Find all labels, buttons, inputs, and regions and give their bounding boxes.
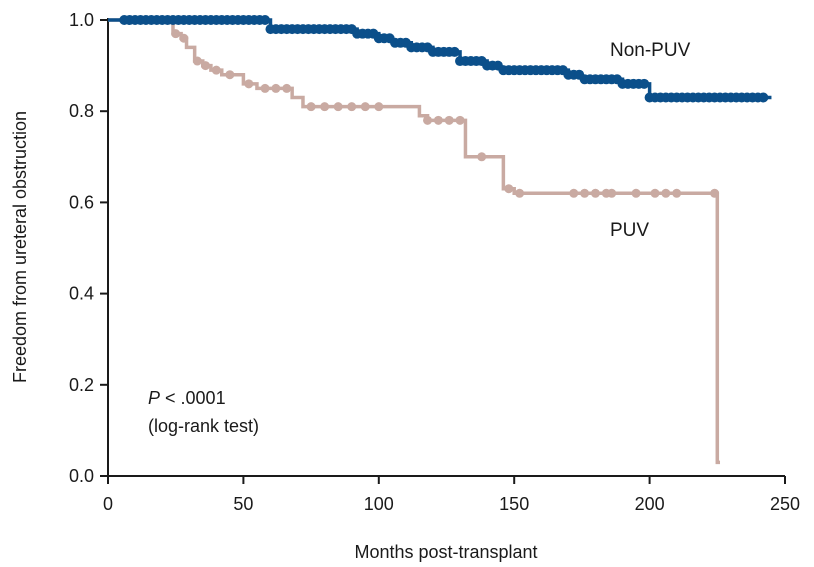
censor-mark-puv: [661, 188, 671, 198]
series-label-non-puv: Non-PUV: [610, 40, 691, 61]
y-tick-label: 0.2: [69, 375, 94, 395]
series-layer: [108, 15, 772, 465]
censor-mark-puv: [504, 184, 514, 194]
series-line-puv: [108, 18, 721, 465]
y-axis-title: Freedom from ureteral obstruction: [10, 111, 30, 383]
censor-mark-puv: [347, 102, 357, 112]
censor-mark-puv: [333, 102, 343, 112]
x-tick-label: 0: [103, 494, 113, 514]
censor-mark-puv: [260, 83, 270, 93]
censor-mark-puv: [192, 56, 202, 66]
censor-mark-puv: [225, 70, 235, 80]
censor-mark-puv: [433, 115, 443, 125]
x-tick-label: 100: [364, 494, 394, 514]
censor-mark-puv: [672, 188, 682, 198]
censor-mark-puv: [477, 152, 487, 162]
y-tick-label: 0.8: [69, 101, 94, 121]
y-tick-label: 1.0: [69, 10, 94, 30]
censor-mark-puv: [282, 83, 292, 93]
censor-mark-puv: [607, 188, 617, 198]
test-annotation: (log-rank test): [148, 416, 259, 436]
censor-mark-puv: [171, 29, 181, 39]
censor-mark-puv: [569, 188, 579, 198]
censor-mark-puv: [631, 188, 641, 198]
censor-mark-puv: [211, 65, 221, 75]
y-tick-label: 0.0: [69, 466, 94, 486]
x-axis-ticks: 0 50 100 150 200 250: [103, 476, 800, 514]
censor-mark-puv: [710, 188, 720, 198]
censor-mark-puv: [271, 83, 281, 93]
censor-mark-non-puv: [260, 15, 271, 25]
series-non-puv: [108, 15, 772, 103]
series-label-puv: PUV: [610, 220, 649, 241]
censor-mark-puv: [515, 188, 525, 198]
p-value: < .0001: [160, 388, 226, 408]
p-symbol: P: [148, 388, 160, 408]
y-tick-label: 0.4: [69, 284, 94, 304]
x-tick-label: 250: [770, 494, 800, 514]
x-tick-label: 150: [499, 494, 529, 514]
censor-mark-non-puv: [758, 92, 769, 103]
y-axis-ticks: 0.0 0.2 0.4 0.6 0.8 1.0: [69, 10, 108, 486]
censor-mark-puv: [423, 115, 433, 125]
censor-mark-puv: [179, 33, 189, 43]
censor-mark-non-puv: [639, 78, 650, 89]
censor-mark-non-puv: [449, 46, 460, 57]
x-tick-label: 50: [233, 494, 253, 514]
censor-mark-puv: [360, 102, 370, 112]
censor-mark-puv: [200, 61, 210, 71]
censor-mark-puv: [244, 79, 254, 89]
censor-mark-puv: [320, 102, 330, 112]
x-axis-title: Months post-transplant: [354, 542, 537, 562]
censor-mark-puv: [374, 102, 384, 112]
censor-mark-puv: [455, 115, 465, 125]
censor-mark-puv: [590, 188, 600, 198]
censor-mark-puv: [306, 102, 316, 112]
censor-mark-puv: [444, 115, 454, 125]
x-tick-label: 200: [635, 494, 665, 514]
p-value-annotation: P < .0001: [148, 388, 226, 408]
censor-mark-puv: [650, 188, 660, 198]
censor-mark-puv: [580, 188, 590, 198]
y-tick-label: 0.6: [69, 192, 94, 212]
